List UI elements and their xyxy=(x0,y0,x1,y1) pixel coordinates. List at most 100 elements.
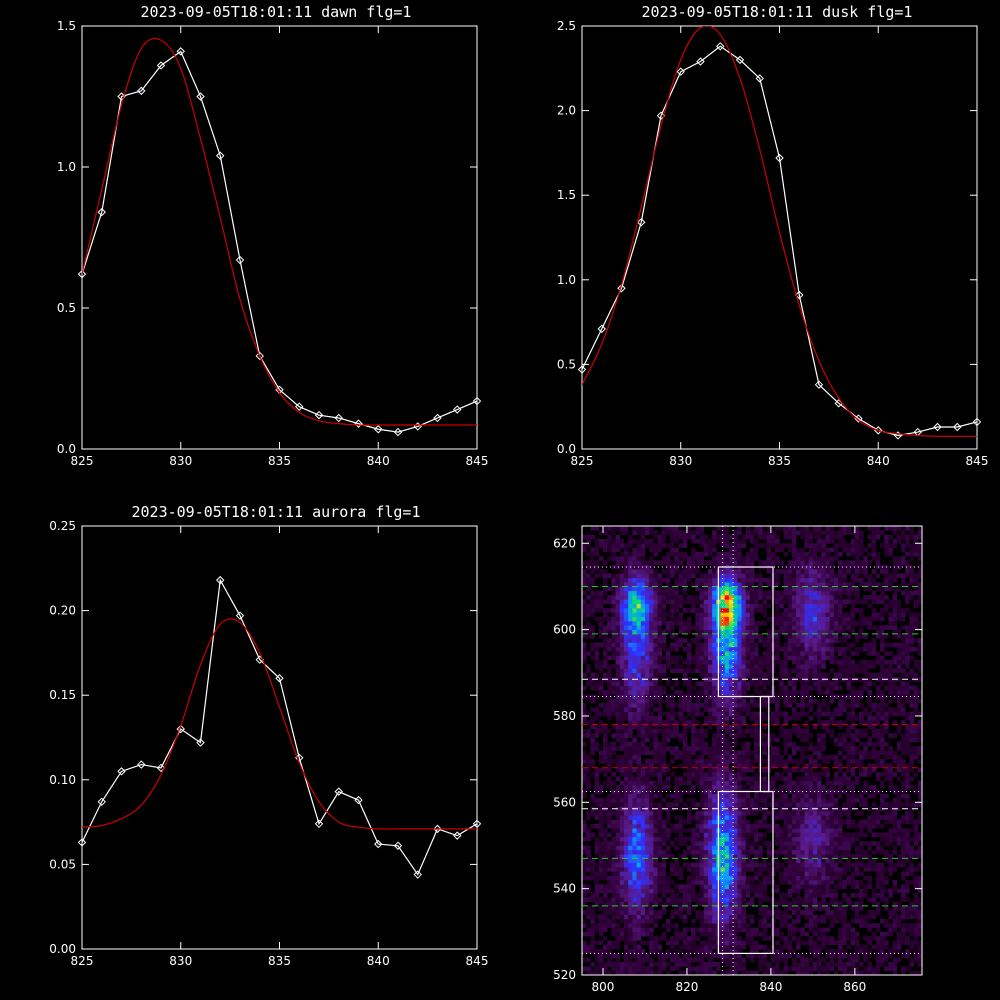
dusk-xtick-label: 840 xyxy=(867,454,890,468)
dawn-fit-line xyxy=(82,37,477,426)
dawn-data-point xyxy=(314,410,324,420)
dawn-data-point xyxy=(453,405,462,414)
dawn-title: 2023-09-05T18:01:11 dawn flg=1 xyxy=(141,3,412,21)
spectrogram-region-box xyxy=(717,790,774,955)
dusk-panel: 2023-09-05T18:01:11 dusk flg=1 825 830 835… xyxy=(557,3,989,468)
dawn-data-point xyxy=(354,419,363,428)
dawn-data-point xyxy=(472,396,482,406)
dawn-data-point xyxy=(137,86,146,96)
dusk-data-point xyxy=(814,380,824,389)
dawn-data-point xyxy=(235,255,245,265)
dawn-ytick-label: 0.5 xyxy=(57,301,76,315)
dusk-ytick-label: 0.0 xyxy=(557,442,576,456)
dawn-xtick-label: 830 xyxy=(169,454,192,468)
dusk-data-point xyxy=(854,414,863,423)
dusk-title: 2023-09-05T18:01:11 dusk flg=1 xyxy=(642,3,913,21)
dusk-data-point xyxy=(637,218,646,227)
aurora-data-point xyxy=(334,787,343,796)
aurora-ytick-label: 0.15 xyxy=(49,688,76,702)
dusk-ytick-label: 1.0 xyxy=(557,273,576,287)
dusk-data-point xyxy=(577,365,587,374)
dawn-xtick-label: 835 xyxy=(268,454,291,468)
aurora-data-point xyxy=(77,838,87,847)
dusk-ytick-label: 1.5 xyxy=(557,188,576,202)
dusk-data-point xyxy=(696,57,705,66)
dusk-data-point xyxy=(597,324,606,334)
dusk-xtick-label: 825 xyxy=(571,454,594,468)
aurora-data-point xyxy=(275,674,284,683)
aurora-data-point xyxy=(235,611,245,620)
spectrogram-xtick-label: 800 xyxy=(592,980,615,994)
aurora-ytick-label: 0.25 xyxy=(49,519,76,533)
aurora-xtick-label: 835 xyxy=(268,954,291,968)
dawn-data-point xyxy=(216,151,225,160)
dusk-fit-line xyxy=(582,26,977,437)
dawn-data-point xyxy=(97,207,106,217)
spectrogram-axes-frame xyxy=(581,525,923,976)
aurora-data-point xyxy=(413,870,422,879)
aurora-data-point xyxy=(453,831,462,840)
spectrogram-region-box xyxy=(717,566,774,698)
aurora-fit-line xyxy=(82,618,477,830)
dawn-xtick-label: 840 xyxy=(367,454,390,468)
dawn-data-line xyxy=(82,50,477,433)
dusk-data-point xyxy=(953,422,962,432)
aurora-ytick-label: 0.05 xyxy=(49,857,76,871)
aurora-data-point xyxy=(472,819,482,828)
dusk-xtick-label: 830 xyxy=(669,454,692,468)
aurora-data-point xyxy=(374,839,383,849)
spectrogram-xtick-label: 860 xyxy=(843,980,866,994)
aurora-panel: 2023-09-05T18:01:11 aurora flg=1 825 830 8… xyxy=(49,503,488,968)
aurora-data-point xyxy=(393,841,403,850)
aurora-data-point xyxy=(216,575,225,585)
aurora-xtick-label: 825 xyxy=(71,954,94,968)
dawn-data-point xyxy=(334,413,343,423)
aurora-data-point xyxy=(137,760,146,769)
dawn-ytick-label: 1.0 xyxy=(57,160,76,174)
dusk-ytick-label: 0.5 xyxy=(557,357,576,371)
dusk-data-point xyxy=(735,55,745,65)
dawn-panel: 2023-09-05T18:01:11 dawn flg=1 825 830 835… xyxy=(57,3,489,468)
aurora-xtick-label: 840 xyxy=(367,954,390,968)
dawn-data-point xyxy=(156,61,166,70)
aurora-ytick-label: 0.10 xyxy=(49,773,76,787)
aurora-xtick-label: 830 xyxy=(169,954,192,968)
dusk-ytick-label: 2.5 xyxy=(557,19,576,33)
dawn-ytick-label: 0.0 xyxy=(57,442,76,456)
spectrogram-ytick-label: 620 xyxy=(553,536,576,550)
dawn-xtick-label: 825 xyxy=(71,454,94,468)
spectrogram-ytick-label: 580 xyxy=(553,709,576,723)
dawn-data-point xyxy=(374,425,383,434)
dusk-xtick-label: 845 xyxy=(966,454,989,468)
aurora-title: 2023-09-05T18:01:11 aurora flg=1 xyxy=(132,503,421,521)
dusk-ytick-label: 2.0 xyxy=(557,104,576,118)
spectrogram-ytick-label: 560 xyxy=(553,795,576,809)
dusk-data-point xyxy=(795,290,804,300)
dusk-data-line xyxy=(582,45,977,437)
dusk-data-point xyxy=(656,111,666,120)
aurora-data-point xyxy=(156,763,166,773)
dawn-data-point xyxy=(77,269,87,279)
aurora-data-point xyxy=(354,795,363,805)
aurora-ytick-label: 0.20 xyxy=(49,604,76,618)
aurora-data-line xyxy=(82,578,477,876)
spectrogram-ytick-label: 540 xyxy=(553,882,576,896)
spectrogram-ytick-label: 600 xyxy=(553,623,576,637)
aurora-data-point xyxy=(314,819,324,828)
aurora-data-point xyxy=(117,767,126,776)
dusk-data-point xyxy=(676,67,685,76)
dusk-data-point xyxy=(933,422,942,432)
dusk-data-point xyxy=(617,284,626,293)
aurora-data-point xyxy=(196,738,205,747)
dawn-data-point xyxy=(433,413,442,423)
spectrogram-ytick-label: 520 xyxy=(553,968,576,982)
dawn-data-point xyxy=(196,92,205,101)
dusk-data-point xyxy=(716,42,725,51)
spectrogram-xtick-label: 820 xyxy=(675,980,698,994)
dawn-xtick-label: 845 xyxy=(466,454,489,468)
dawn-data-point xyxy=(255,351,264,361)
dusk-data-point xyxy=(755,74,764,83)
aurora-data-point xyxy=(433,824,442,834)
spectrogram-panel: 800 820 840 860 520 540 560 580 600 620 xyxy=(553,525,923,994)
spectrogram-xtick-label: 840 xyxy=(759,980,782,994)
